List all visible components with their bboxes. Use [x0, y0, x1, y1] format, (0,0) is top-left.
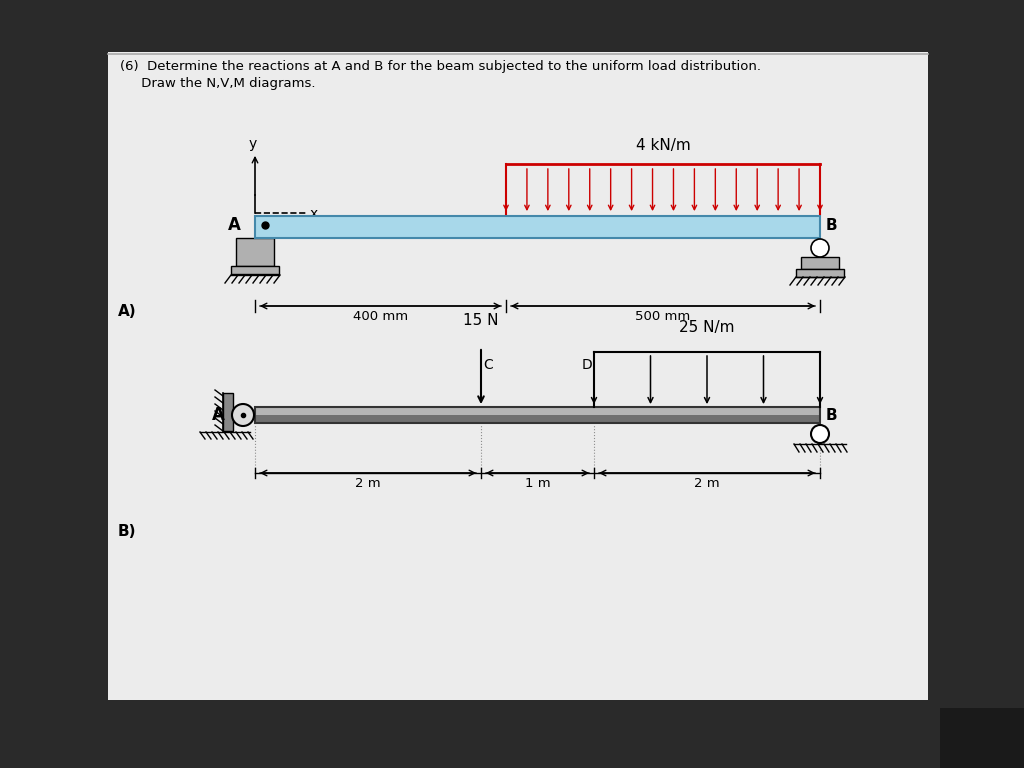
Circle shape: [232, 404, 254, 426]
Text: 1 m: 1 m: [524, 477, 550, 490]
Text: 2 m: 2 m: [355, 477, 381, 490]
Text: A: A: [212, 406, 225, 424]
Text: A: A: [228, 216, 241, 234]
Bar: [255, 407, 820, 415]
Text: 4 kN/m: 4 kN/m: [636, 138, 690, 153]
Text: B): B): [118, 524, 136, 539]
Text: 400 mm: 400 mm: [353, 310, 408, 323]
Text: (6)  Determine the reactions at A and B for the beam subjected to the uniform lo: (6) Determine the reactions at A and B f…: [120, 60, 761, 73]
Bar: [796, 269, 844, 277]
Bar: [231, 266, 279, 274]
Text: A): A): [118, 304, 136, 319]
Text: B: B: [826, 408, 838, 422]
Text: 500 mm: 500 mm: [635, 310, 690, 323]
Text: B: B: [826, 217, 838, 233]
Bar: [255, 216, 820, 238]
Text: D: D: [582, 358, 592, 372]
Text: Draw the N,V,M diagrams.: Draw the N,V,M diagrams.: [120, 77, 315, 90]
Bar: [255, 415, 820, 423]
Text: 15 N: 15 N: [463, 313, 499, 328]
Bar: [108, 52, 928, 700]
Text: x: x: [310, 207, 318, 221]
Bar: [940, 708, 1024, 768]
Bar: [236, 238, 274, 266]
Circle shape: [811, 239, 829, 257]
Bar: [801, 257, 839, 269]
Text: 25 N/m: 25 N/m: [679, 320, 735, 335]
Text: C: C: [483, 358, 493, 372]
Bar: [255, 407, 820, 423]
Text: 2 m: 2 m: [694, 477, 720, 490]
Bar: [223, 393, 233, 431]
Text: y: y: [249, 137, 257, 151]
Circle shape: [811, 425, 829, 443]
